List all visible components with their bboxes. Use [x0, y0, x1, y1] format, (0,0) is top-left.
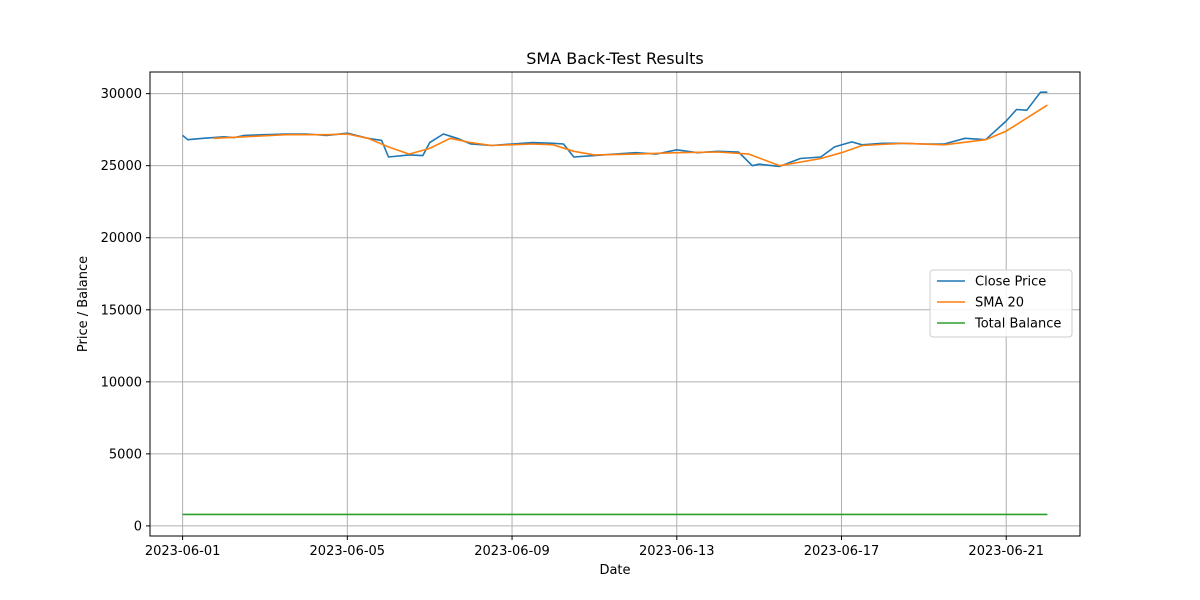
plot-frame [149, 71, 1081, 537]
legend: Close Price SMA 20 Total Balance [929, 269, 1073, 338]
chart-title: SMA Back-Test Results [526, 49, 704, 68]
series-lines [182, 91, 1048, 516]
x-tick-label: 2023-06-05 [310, 544, 386, 559]
legend-label-close-price: Close Price [975, 275, 1046, 290]
y-tick-label: 10000 [101, 375, 142, 390]
x-tick-label: 2023-06-17 [804, 544, 880, 559]
y-tick-label: 20000 [101, 231, 142, 246]
x-tick-label: 2023-06-21 [968, 544, 1044, 559]
y-axis-ticks: 0 5000 10000 15000 20000 25000 30000 [101, 87, 150, 534]
y-tick-label: 15000 [101, 303, 142, 318]
legend-label-total-balance: Total Balance [974, 317, 1061, 332]
x-axis-label: Date [599, 563, 630, 578]
x-tick-label: 2023-06-09 [474, 544, 550, 559]
y-tick-label: 30000 [101, 87, 142, 102]
legend-label-sma-20: SMA 20 [975, 296, 1024, 311]
y-tick-label: 0 [134, 519, 142, 534]
x-axis-ticks: 2023-06-01 2023-06-05 2023-06-09 2023-06-13… [145, 536, 1044, 559]
x-tick-label: 2023-06-13 [639, 544, 715, 559]
legend-box [929, 269, 1073, 338]
series-line-sma-20 [213, 104, 1048, 167]
y-tick-label: 5000 [109, 447, 142, 462]
y-axis-label: Price / Balance [76, 256, 91, 352]
x-tick-label: 2023-06-01 [145, 544, 221, 559]
grid [150, 72, 1080, 536]
y-tick-label: 25000 [101, 159, 142, 174]
